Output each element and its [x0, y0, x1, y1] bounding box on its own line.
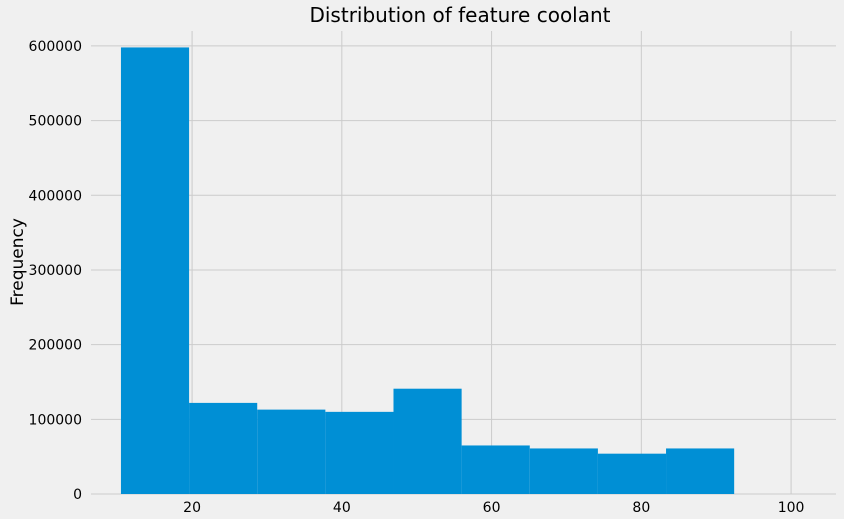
x-tick-label: 60: [483, 500, 501, 516]
y-tick-label: 100000: [29, 412, 82, 428]
x-tick-label: 20: [183, 500, 201, 516]
y-axis-label: Frequency: [8, 218, 28, 306]
y-tick-label: 500000: [29, 114, 82, 130]
grid-lines: [91, 31, 836, 495]
y-tick-label: 200000: [29, 338, 82, 354]
y-tick-label: 600000: [29, 39, 82, 55]
histogram-bar: [597, 453, 667, 494]
histogram-bar: [461, 445, 530, 494]
histogram-bar: [257, 409, 326, 494]
x-tick-label: 80: [632, 500, 650, 516]
x-tick-label: 40: [333, 500, 351, 516]
y-tick-label: 0: [73, 487, 82, 503]
chart-title: Distribution of feature coolant: [309, 3, 610, 27]
histogram-bar: [529, 448, 598, 494]
histogram-bar: [189, 402, 258, 494]
histogram-bar: [393, 388, 462, 494]
histogram-bars: [120, 47, 735, 495]
histogram-bar: [120, 47, 190, 495]
tick-labels: 0 100000 200000 300000 400000 500000 600000 20 4…: [29, 39, 805, 516]
y-tick-label: 300000: [29, 263, 82, 279]
histogram-bar: [325, 411, 394, 494]
x-tick-label: 100: [778, 500, 805, 516]
y-tick-label: 400000: [29, 188, 82, 204]
histogram-bar: [666, 448, 735, 494]
